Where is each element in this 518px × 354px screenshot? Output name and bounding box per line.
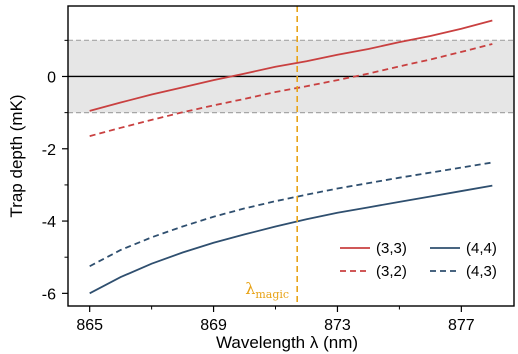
legend: (3,3) (4,4) (3,2) (4,3) — [340, 240, 497, 280]
legend-label-1: (3,2) — [376, 263, 407, 280]
x-tick-label: 869 — [200, 317, 227, 334]
x-tick-label: 865 — [76, 317, 103, 334]
series-line-2 — [89, 184, 493, 295]
y-tick-label: -6 — [42, 286, 56, 303]
series-line-0 — [89, 19, 493, 112]
y-tick-label: -2 — [42, 142, 56, 159]
x-axis-title: Wavelength λ (nm) — [216, 333, 358, 352]
x-tick-label: 877 — [448, 317, 475, 334]
shaded-band — [68, 39, 514, 114]
axes: 865 869 873 877 -6 -4 -2 0 — [42, 5, 515, 334]
y-tick-label: -4 — [42, 214, 56, 231]
series-line-3 — [89, 161, 493, 268]
y-tick-label: 0 — [47, 69, 56, 86]
plot-frame — [67, 5, 515, 307]
y-axis-title: Trap depth (mK) — [7, 94, 26, 217]
x-tick-label: 873 — [324, 317, 351, 334]
legend-label-2: (4,4) — [466, 240, 497, 257]
legend-label-0: (3,3) — [376, 240, 407, 257]
legend-label-3: (4,3) — [466, 263, 497, 280]
magic-wavelength-marker: λmagic — [245, 6, 298, 306]
series-layer — [89, 19, 493, 295]
magic-label: λmagic — [245, 279, 289, 301]
series-line-1 — [89, 43, 493, 137]
magic-label-sub: magic — [255, 288, 289, 301]
magic-label-main: λ — [245, 279, 255, 298]
